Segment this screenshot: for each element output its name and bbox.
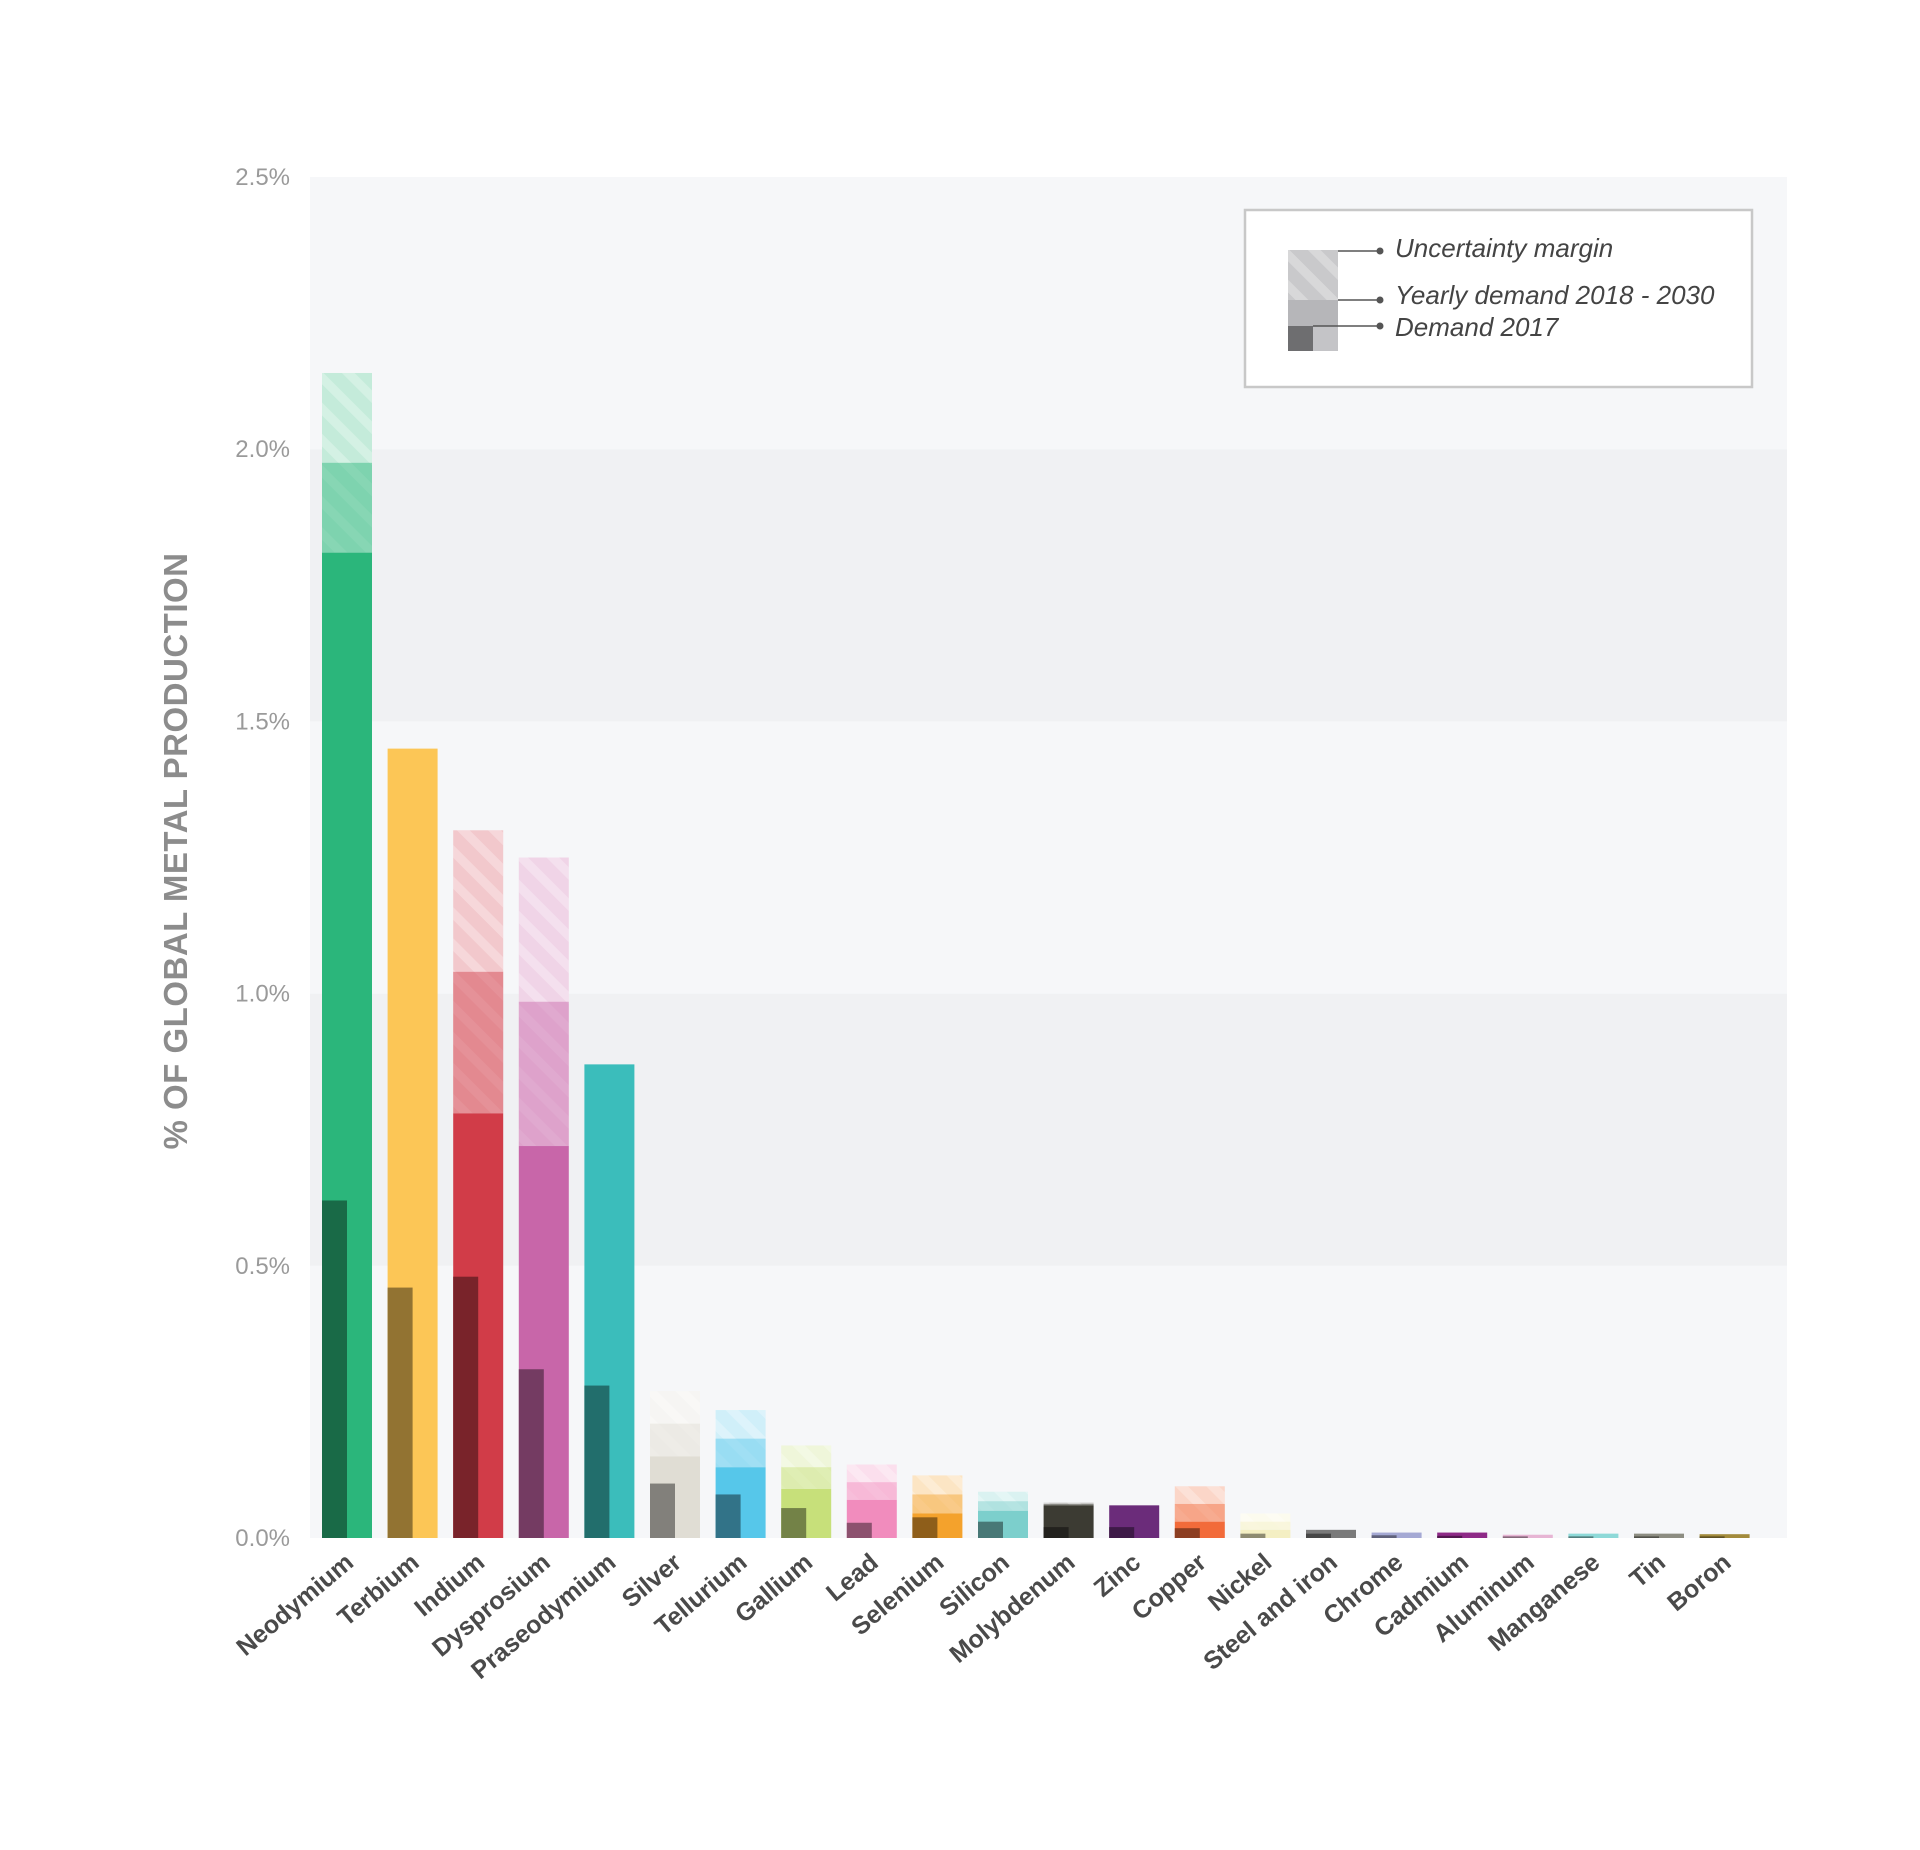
bar-uncertainty-lower	[978, 1501, 1028, 1511]
y-axis-ticks: 0.0% 0.5% 1.0% 1.5% 2.0% 2.5%	[235, 164, 290, 1552]
grid-band	[310, 449, 1787, 722]
bar-uncertainty-hatch	[846, 1464, 897, 1500]
bar-uncertainty-hatch	[453, 830, 504, 1114]
bar-yearly-demand	[1699, 1534, 1750, 1538]
bar-demand-2017	[715, 1494, 741, 1538]
bar-demand-2017	[650, 1483, 675, 1538]
bar-demand-2017	[453, 1276, 479, 1538]
bar-demand-2017	[1699, 1536, 1725, 1538]
bar-uncertainty-lower	[453, 971, 504, 1114]
bar-uncertainty-lower	[715, 1438, 766, 1468]
bar-yearly-demand	[1568, 1533, 1619, 1538]
legend-swatch-uncertainty-hatch	[1288, 250, 1338, 300]
bar-demand-2017	[1109, 1527, 1135, 1538]
bar-uncertainty-lower	[846, 1482, 897, 1500]
bar-demand-2017	[1240, 1533, 1266, 1538]
y-tick-label: 0.0%	[235, 1525, 290, 1552]
bar-demand-2017	[1568, 1536, 1594, 1538]
legend-label-demand2017: Demand 2017	[1395, 312, 1560, 342]
bar-uncertainty-lower	[650, 1423, 700, 1457]
bar-uncertainty-hatch	[1174, 1486, 1225, 1522]
y-axis-label: % OF GLOBAL METAL PRODUCTION	[157, 553, 194, 1150]
bar-demand-2017	[518, 1369, 544, 1538]
legend-swatch-demand2017	[1288, 326, 1313, 351]
bar-uncertainty-lower	[781, 1467, 832, 1490]
bar-uncertainty-hatch	[1240, 1513, 1291, 1530]
legend: Uncertainty margin Yearly demand 2018 - …	[1243, 208, 1754, 389]
y-tick-label: 2.5%	[235, 164, 290, 191]
bar-demand-2017	[1043, 1527, 1069, 1538]
x-axis-labels: NeodymiumTerbiumIndiumDysprosiumPraseody…	[231, 1548, 1736, 1685]
plot-background	[310, 177, 1787, 1538]
bar-uncertainty-hatch	[715, 1410, 766, 1468]
bar-demand-2017	[1502, 1536, 1528, 1538]
bar-uncertainty-hatch	[781, 1445, 832, 1490]
x-tick-label: Tin	[1624, 1548, 1670, 1593]
bar-uncertainty-lower	[518, 1001, 569, 1147]
bar-demand-2017	[387, 1287, 413, 1538]
bar-uncertainty-hatch	[518, 857, 569, 1147]
bar-uncertainty-hatch	[978, 1491, 1028, 1511]
legend-dot-uncertainty	[1376, 247, 1384, 255]
bar-demand-2017	[1371, 1535, 1397, 1538]
legend-swatch-yearly-inner	[1313, 326, 1338, 351]
y-tick-label: 1.0%	[235, 981, 290, 1008]
bar-demand-2017	[1437, 1535, 1463, 1538]
bar-demand-2017	[846, 1522, 872, 1538]
bar-uncertainty-hatch	[650, 1391, 700, 1457]
y-tick-label: 0.5%	[235, 1253, 290, 1280]
y-tick-label: 1.5%	[235, 708, 290, 735]
legend-dot-demand2017	[1376, 322, 1384, 330]
bar-series	[322, 372, 1750, 1538]
bar-demand-2017	[1306, 1533, 1331, 1538]
bar-demand-2017	[584, 1385, 610, 1538]
y-tick-label: 2.0%	[235, 436, 290, 463]
bar-uncertainty-lower	[1240, 1521, 1291, 1530]
x-tick-label: Copper	[1127, 1548, 1212, 1626]
bar-uncertainty-lower	[322, 462, 372, 553]
bar-demand-2017	[912, 1517, 938, 1538]
bar-uncertainty-lower	[1174, 1503, 1225, 1522]
bar-demand-2017	[322, 1200, 347, 1538]
bar-yearly-demand	[1437, 1532, 1488, 1538]
bar-uncertainty-hatch	[912, 1475, 963, 1514]
legend-label-yearly: Yearly demand 2018 - 2030	[1395, 280, 1715, 310]
bar-uncertainty-lower	[912, 1494, 963, 1514]
bar-uncertainty-lower	[1043, 1503, 1094, 1506]
x-tick-label: Boron	[1662, 1548, 1736, 1617]
legend-label-uncertainty: Uncertainty margin	[1395, 233, 1613, 263]
bar-demand-2017	[978, 1521, 1003, 1538]
bar-demand-2017	[781, 1508, 807, 1538]
bar-demand-2017	[1174, 1528, 1200, 1538]
legend-dot-yearly	[1376, 296, 1384, 304]
bar-uncertainty-hatch	[322, 372, 372, 553]
bar-uncertainty-hatch	[1043, 1502, 1094, 1506]
bar-demand-2017	[1634, 1536, 1659, 1538]
bar-yearly-demand	[1634, 1533, 1684, 1538]
